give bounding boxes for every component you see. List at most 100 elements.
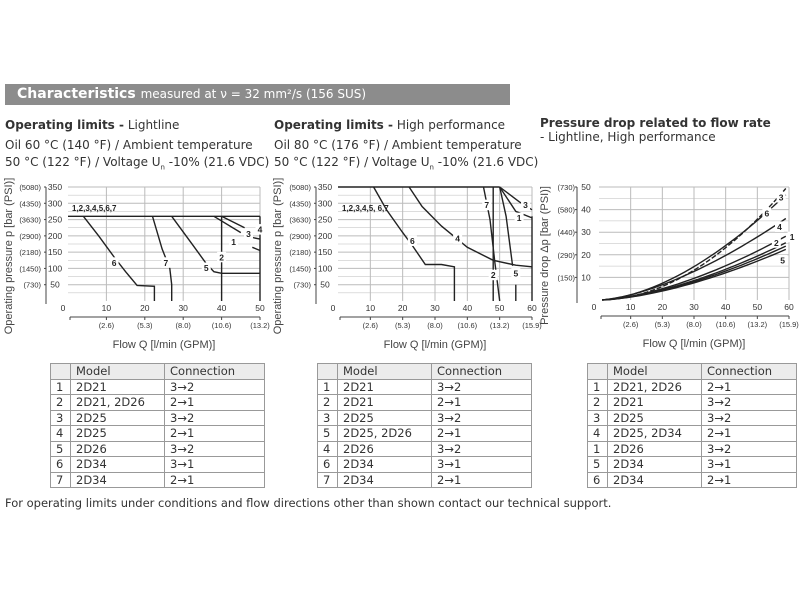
y-tick-label: 50 — [50, 280, 60, 290]
curve-label: 5 — [513, 269, 518, 279]
model-cell: Model — [337, 363, 432, 380]
y-tick-label: 100 — [318, 263, 332, 273]
x-tick-label: 40 — [721, 302, 731, 312]
row-index: 6 — [587, 471, 608, 488]
x-tick-label-gpm: (10.6) — [458, 321, 478, 330]
curve-label-bg — [771, 237, 781, 248]
row-index: 5 — [50, 440, 71, 457]
y-tick-label: 200 — [318, 231, 332, 241]
y-tick-label-psi: (730) — [557, 183, 575, 192]
curve-5 — [602, 248, 787, 301]
x-tick-label: 50 — [753, 302, 763, 312]
y-tick-label-psi: (730) — [23, 281, 41, 290]
y-tick-label-psi: (730) — [293, 281, 311, 290]
section-title-bold: Operating limits - — [274, 118, 393, 132]
x-tick-label-gpm: (8.0) — [175, 321, 191, 330]
condition-line: 50 °C (122 °F) / Voltage Un -10% (21.6 V… — [274, 155, 539, 172]
section-header: Characteristics measured at ν = 32 mm²/s… — [5, 84, 510, 105]
table-row: 2 2D21, 2D26 2→1 — [50, 394, 265, 411]
table-row: 1 2D26 3→2 — [587, 440, 797, 457]
curve-label: 4 — [258, 225, 263, 235]
x-tick-label: 30 — [430, 303, 440, 313]
curve-label-bg — [775, 221, 784, 232]
connection-cell: 3→2 — [701, 440, 797, 457]
connection-cell: 3→2 — [164, 409, 265, 426]
table-row: 4 2D25 2→1 — [50, 425, 265, 442]
connection-cell: 3→1 — [701, 456, 797, 473]
connection-cell: Connection — [164, 363, 265, 380]
y-tick-label-psi: (290) — [557, 251, 575, 260]
curve-label: 4 — [777, 222, 782, 232]
table-row: 6 2D34 3→1 — [50, 456, 265, 473]
x-axis-label: Flow Q [l/min (GPM)] — [384, 339, 487, 351]
model-cell: 2D21 — [70, 378, 165, 395]
x-tick-label: 50 — [255, 303, 265, 313]
section-title-rest: - Lightline, High performance — [540, 130, 716, 144]
model-cell: 2D25 — [70, 409, 165, 426]
y-tick-label-psi: (2900) — [19, 232, 41, 241]
row-index: 3 — [50, 409, 71, 426]
row-index: 2 — [317, 394, 338, 411]
y-tick-label: 350 — [318, 182, 332, 192]
y-tick-label-psi: (2180) — [289, 248, 311, 257]
table-row: 6 2D34 3→1 — [317, 456, 532, 473]
table-row: 5 2D34 3→1 — [587, 456, 797, 473]
x-tick-label-gpm: (13.2) — [748, 320, 768, 329]
row-index: 1 — [317, 378, 338, 395]
conditions-high-performance: Oil 80 °C (176 °F) / Ambient temperature… — [274, 137, 538, 176]
row-index: 6 — [50, 456, 71, 473]
table-row: 3 2D25 3→2 — [50, 409, 265, 426]
model-cell: 2D25 — [607, 409, 702, 426]
model-cell: 2D21, 2D26 — [607, 378, 702, 395]
row-index: 3 — [317, 409, 338, 426]
model-cell: 2D21, 2D26 — [70, 394, 165, 411]
row-index: 2 — [50, 394, 71, 411]
connection-cell: 3→2 — [164, 378, 265, 395]
y-tick-label: 200 — [48, 231, 62, 241]
x-tick-label-gpm: (8.0) — [427, 321, 443, 330]
connection-cell: 3→2 — [164, 440, 265, 457]
model-cell: 2D25 — [337, 409, 432, 426]
table-row: 5 2D26 3→2 — [50, 440, 265, 457]
row-index: 4 — [50, 425, 71, 442]
x-tick-label: 40 — [463, 303, 473, 313]
curve-segment — [252, 236, 261, 240]
curve-label-bg — [521, 199, 531, 211]
y-tick-label-psi: (3630) — [289, 216, 311, 225]
y-tick-label: 250 — [318, 215, 332, 225]
curve-label-bg — [762, 207, 772, 219]
x-tick-label-gpm: (2.6) — [99, 321, 115, 330]
model-cell: 2D21 — [337, 394, 432, 411]
x-tick-label-gpm: (8.0) — [686, 320, 702, 329]
row-index: 1 — [587, 378, 608, 395]
table-row: 7 2D34 2→1 — [50, 471, 265, 488]
table-row: 1 2D21 3→2 — [317, 378, 532, 395]
model-cell: 2D34 — [607, 456, 702, 473]
connection-cell: 2→1 — [701, 378, 797, 395]
connection-cell: 3→1 — [164, 456, 265, 473]
model-cell: Model — [70, 363, 165, 380]
table-row: 4 2D26 3→2 — [317, 440, 532, 457]
curve-3 — [221, 215, 245, 229]
row-index: 6 — [317, 456, 338, 473]
x-tick-label-gpm: (5.3) — [655, 320, 671, 329]
curve-label-bg — [243, 228, 253, 240]
connection-cell: 3→2 — [701, 409, 797, 426]
curve-label-bg — [201, 262, 211, 274]
connection-cell: 3→1 — [431, 456, 532, 473]
connection-cell: 3→2 — [431, 409, 532, 426]
table-header: Model Connection — [587, 363, 797, 380]
curve-4 — [408, 186, 533, 268]
y-tick-label: 50 — [320, 280, 330, 290]
y-tick-label-psi: (150) — [557, 273, 575, 282]
curve-6 — [82, 215, 156, 301]
curve-label: 3 — [246, 229, 251, 239]
y-tick-label-psi: (2900) — [289, 232, 311, 241]
x-tick-label: 60 — [527, 303, 537, 313]
curve-label: 5 — [780, 255, 785, 265]
connection-cell: 3→2 — [431, 378, 532, 395]
x-tick-label: 0 — [331, 303, 336, 313]
table-row: 3 2D25 3→2 — [587, 409, 797, 426]
curve-label-bg — [511, 268, 521, 279]
x-tick-label-gpm: (2.6) — [623, 320, 639, 329]
